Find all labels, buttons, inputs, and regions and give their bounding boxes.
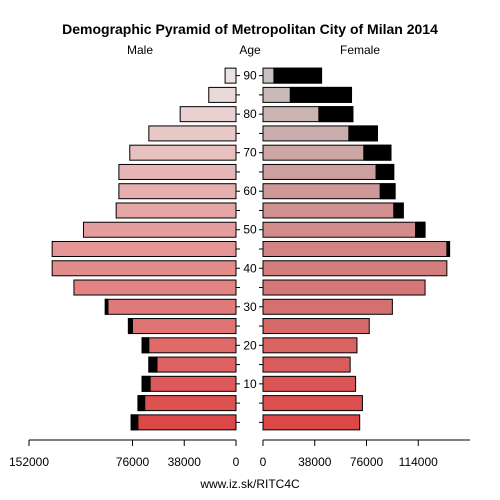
age-label-30: 30 (243, 300, 257, 314)
female-bar-35-39 (262, 279, 426, 296)
male-x-tick-label-152000: 152000 (9, 455, 49, 469)
male-bar-65-69 (118, 163, 237, 180)
female-x-tick-label-76000: 76000 (350, 455, 384, 469)
female-excess-70-74 (363, 144, 392, 161)
female-excess-60-64 (379, 183, 396, 200)
female-bar-30-34 (262, 298, 393, 315)
male-bar-70-74 (129, 144, 237, 161)
male-excess-25-29 (127, 318, 134, 335)
male-bar-60-64 (118, 183, 237, 200)
male-bar-15-19 (148, 356, 237, 373)
age-label-40: 40 (243, 261, 257, 275)
male-bar-40-44 (51, 260, 237, 277)
male-bar-35-39 (73, 279, 237, 296)
age-label-80: 80 (243, 107, 257, 121)
footer-url: www.iz.sk/RITC4C (199, 477, 300, 491)
male-bar-50-54 (82, 221, 237, 238)
female-excess-90+ (273, 67, 323, 84)
axes-group: 10 20 30 40 50 60 70 80 90 152000 76000 38000 0 0 3800… (9, 69, 470, 469)
age-label-20: 20 (243, 338, 257, 352)
female-x-tick-label-0: 0 (260, 455, 267, 469)
age-label-70: 70 (243, 146, 257, 160)
male-bar-90+ (224, 67, 237, 84)
male-bar-25-29 (127, 318, 237, 335)
male-excess-5-9 (137, 395, 146, 412)
female-bar-55-59 (262, 202, 404, 219)
male-bar-80-84 (179, 106, 237, 123)
female-header: Female (340, 43, 380, 57)
female-excess-65-69 (375, 163, 395, 180)
female-excess-50-54 (415, 221, 426, 238)
male-bar-55-59 (115, 202, 237, 219)
male-bar-20-24 (141, 337, 237, 354)
female-bar-45-49 (262, 241, 451, 257)
age-header: Age (239, 43, 261, 57)
chart-title: Demographic Pyramid of Metropolitan City… (62, 21, 438, 37)
female-bar-25-29 (262, 318, 370, 335)
age-label-60: 60 (243, 184, 257, 198)
female-bar-50-54 (262, 221, 426, 238)
age-label-10: 10 (243, 377, 257, 391)
female-bar-60-64 (262, 183, 396, 200)
male-bar-85-89 (208, 86, 237, 103)
male-bar-30-34 (104, 298, 237, 315)
male-header: Male (127, 43, 153, 57)
female-excess-85-89 (289, 86, 353, 103)
male-bar-45-49 (51, 241, 237, 257)
male-x-tick-label-0: 0 (233, 455, 240, 469)
male-x-tick-label-76000: 76000 (116, 455, 150, 469)
female-x-tick-label-114000: 114000 (399, 455, 438, 469)
male-excess-15-19 (148, 356, 158, 373)
male-excess-30-34 (104, 298, 109, 315)
age-label-50: 50 (243, 223, 257, 237)
male-bar-10-14 (141, 375, 237, 392)
male-bar-75-79 (148, 125, 237, 142)
female-bar-40-44 (262, 260, 448, 277)
male-excess-10-14 (141, 375, 151, 392)
bars-group (51, 67, 451, 431)
female-x-tick-label-38000: 38000 (298, 455, 332, 469)
female-bar-5-9 (262, 395, 363, 412)
male-bar-5-9 (137, 395, 237, 412)
female-excess-80-84 (318, 106, 354, 123)
female-bar-15-19 (262, 356, 351, 373)
male-bar-0-4 (130, 414, 237, 431)
female-excess-45-49 (446, 241, 451, 257)
female-bar-65-69 (262, 163, 395, 180)
male-excess-0-4 (130, 414, 139, 431)
female-bar-10-14 (262, 375, 357, 392)
male-excess-20-24 (141, 337, 150, 354)
male-x-tick-label-38000: 38000 (168, 455, 202, 469)
age-label-90: 90 (243, 69, 257, 83)
female-excess-55-59 (393, 202, 404, 219)
female-excess-75-79 (348, 125, 378, 142)
female-bar-20-24 (262, 337, 358, 354)
female-bar-0-4 (262, 414, 361, 431)
